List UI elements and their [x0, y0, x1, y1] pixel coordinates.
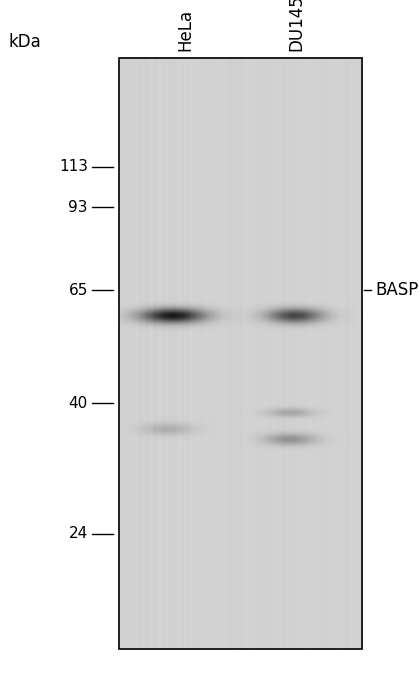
Text: HeLa: HeLa	[176, 9, 194, 51]
Text: 113: 113	[59, 159, 88, 174]
Text: 65: 65	[69, 283, 88, 298]
Text: DU145: DU145	[287, 0, 305, 51]
Text: 93: 93	[68, 200, 88, 215]
Text: 24: 24	[69, 526, 88, 541]
Text: kDa: kDa	[9, 33, 41, 51]
Bar	[119, 58, 362, 649]
Text: 40: 40	[69, 396, 88, 411]
Text: BASP1: BASP1	[375, 282, 419, 299]
